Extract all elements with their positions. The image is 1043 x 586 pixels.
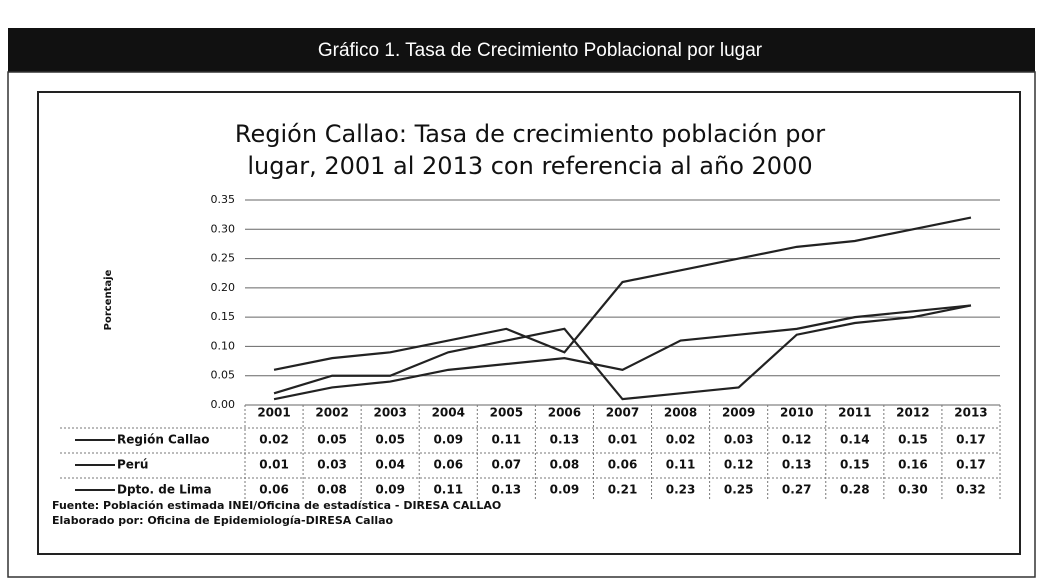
- legend-label: Perú: [117, 458, 148, 472]
- table-cell: 0.06: [608, 458, 638, 472]
- table-cell: 0.09: [433, 433, 463, 447]
- y-axis-label: Porcentaje: [103, 269, 114, 330]
- x-tick-label: 2007: [606, 406, 639, 420]
- y-tick-label: 0.05: [211, 369, 236, 382]
- table-cell: 0.03: [317, 458, 347, 472]
- table-cell: 0.16: [898, 458, 928, 472]
- table-cell: 0.07: [492, 458, 522, 472]
- legend-label: Dpto. de Lima: [117, 483, 212, 497]
- x-tick-label: 2010: [780, 406, 813, 420]
- table-cell: 0.12: [724, 458, 754, 472]
- table-cell: 0.28: [840, 483, 870, 497]
- table-cell: 0.13: [782, 458, 812, 472]
- table-cell: 0.06: [259, 483, 289, 497]
- x-tick-label: 2012: [896, 406, 929, 420]
- header-bar: [8, 28, 1035, 72]
- chart-title: Región Callao: Tasa de crecimiento pobla…: [235, 120, 825, 148]
- x-tick-label: 2005: [490, 406, 523, 420]
- table-cell: 0.30: [898, 483, 928, 497]
- footer-note: Elaborado por: Oficina de Epidemiología-…: [52, 514, 394, 527]
- table-cell: 0.27: [782, 483, 812, 497]
- table-cell: 0.01: [608, 433, 638, 447]
- y-tick-label: 0.20: [211, 281, 236, 294]
- y-tick-label: 0.10: [211, 339, 236, 352]
- header-title: Gráfico 1. Tasa de Crecimiento Poblacion…: [318, 40, 763, 61]
- y-tick-label: 0.25: [211, 252, 236, 265]
- table-cell: 0.15: [840, 458, 870, 472]
- table-cell: 0.12: [782, 433, 812, 447]
- table-cell: 0.21: [608, 483, 638, 497]
- x-tick-label: 2003: [373, 406, 406, 420]
- chart-frame: [37, 91, 1021, 555]
- footer-note: Fuente: Población estimada INEI/Oficina …: [52, 499, 501, 512]
- series-line: [273, 304, 972, 401]
- table-cell: 0.05: [317, 433, 347, 447]
- table-cell: 0.25: [724, 483, 754, 497]
- table-cell: 0.09: [550, 483, 580, 497]
- outer-frame: [7, 71, 1036, 578]
- y-tick-label: 0.00: [211, 398, 236, 411]
- x-tick-label: 2013: [954, 406, 987, 420]
- table-cell: 0.01: [259, 458, 289, 472]
- y-tick-label: 0.15: [211, 310, 236, 323]
- table-cell: 0.32: [956, 483, 986, 497]
- table-cell: 0.17: [956, 433, 986, 447]
- x-tick-label: 2001: [257, 406, 290, 420]
- legend-label: Región Callao: [117, 433, 210, 447]
- table-cell: 0.11: [492, 433, 522, 447]
- series-line: [273, 216, 972, 371]
- x-tick-label: 2011: [838, 406, 871, 420]
- x-tick-label: 2004: [432, 406, 465, 420]
- table-cell: 0.06: [433, 458, 463, 472]
- x-tick-label: 2008: [664, 406, 697, 420]
- table-cell: 0.23: [666, 483, 696, 497]
- x-tick-label: 2009: [722, 406, 755, 420]
- table-cell: 0.15: [898, 433, 928, 447]
- table-cell: 0.03: [724, 433, 754, 447]
- table-cell: 0.17: [956, 458, 986, 472]
- table-cell: 0.02: [666, 433, 696, 447]
- table-cell: 0.11: [433, 483, 463, 497]
- y-tick-label: 0.35: [211, 193, 236, 206]
- table-cell: 0.14: [840, 433, 870, 447]
- table-cell: 0.04: [375, 458, 405, 472]
- x-tick-label: 2006: [548, 406, 581, 420]
- series-line: [273, 304, 972, 401]
- table-cell: 0.08: [317, 483, 347, 497]
- table-cell: 0.13: [550, 433, 580, 447]
- y-tick-label: 0.30: [211, 222, 236, 235]
- x-tick-label: 2002: [315, 406, 348, 420]
- table-cell: 0.05: [375, 433, 405, 447]
- chart-title: lugar, 2001 al 2013 con referencia al añ…: [247, 152, 812, 180]
- table-cell: 0.02: [259, 433, 289, 447]
- table-cell: 0.08: [550, 458, 580, 472]
- table-cell: 0.13: [492, 483, 522, 497]
- table-cell: 0.09: [375, 483, 405, 497]
- table-cell: 0.11: [666, 458, 696, 472]
